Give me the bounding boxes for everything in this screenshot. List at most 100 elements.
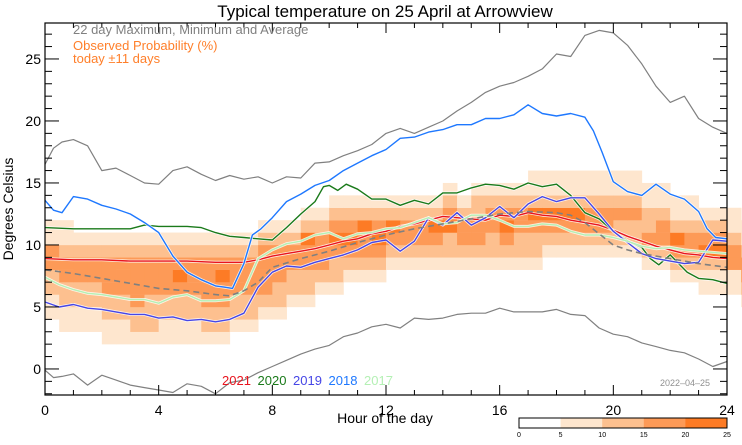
axes: 0 4 8 12 16 20 24 0 5 10 15 20 25 (25, 22, 735, 418)
heatmap-cell (513, 257, 529, 270)
heatmap-cell (258, 294, 273, 308)
heatmap-cell (343, 257, 358, 270)
heatmap-cell (428, 232, 444, 246)
series-line-2021 (44, 211, 728, 263)
heatmap-cell (130, 331, 145, 345)
heatmap-cell (712, 257, 728, 270)
heatmap-cell (371, 257, 387, 270)
heatmap-cell (400, 207, 415, 221)
series-line-2019 (44, 195, 728, 323)
heatmap-cell (386, 207, 401, 221)
heatmap-cell (655, 182, 671, 208)
heatmap-cell (613, 207, 628, 221)
heatmap-cell (357, 220, 373, 233)
heatmap-cell (357, 257, 373, 270)
heatmap-cell (130, 306, 145, 332)
series-line-2018 (44, 104, 728, 290)
colorbar-swatch (602, 418, 645, 428)
heatmap-cell (172, 244, 188, 258)
heatmap-cell (471, 232, 486, 246)
heatmap-cell (343, 207, 358, 221)
heatmap-cell (314, 220, 330, 233)
heatmap-cell (414, 220, 430, 246)
heatmap-cell (59, 220, 74, 246)
heatmap-cell (414, 257, 430, 270)
heatmap-cell (442, 195, 458, 208)
heatmap-cell (201, 244, 216, 258)
heatmap-cell (116, 232, 131, 246)
heatmap-cell (172, 319, 188, 345)
heatmap-cell (371, 244, 387, 258)
x-axis-title: Hour of the day (337, 410, 433, 426)
heatmap-cell (357, 269, 373, 283)
heatmap-cell (158, 257, 174, 295)
x-tick-label: 8 (268, 402, 276, 418)
heatmap-cell (712, 220, 728, 233)
y-tick-label: 0 (33, 361, 41, 377)
heatmap-cell (172, 282, 188, 295)
heatmap-cell (329, 207, 344, 221)
heatmap-cell (627, 170, 643, 196)
heatmap-cell (144, 331, 160, 345)
heatmap-cell (116, 244, 131, 258)
heatmap-cell (428, 244, 444, 258)
heatmap-cell (570, 232, 586, 246)
heatmap-cell (513, 195, 529, 208)
heatmap-cell (442, 257, 458, 270)
colorbar-swatch (560, 418, 603, 428)
x-tick-label: 24 (719, 402, 735, 418)
heatmap-cell (457, 232, 472, 246)
heatmap-cell (499, 244, 515, 258)
heatmap-cell (130, 232, 145, 246)
heatmap-cell (300, 294, 316, 308)
colorbar-tick-label: 10 (598, 432, 606, 439)
colorbar-swatch (643, 418, 686, 428)
heatmap-cell (243, 269, 259, 295)
heatmap-cell (73, 282, 89, 308)
heatmap-cell (101, 282, 117, 295)
heatmap-cell (684, 232, 699, 246)
heatmap-cell (73, 232, 89, 246)
heatmap-cell (144, 244, 160, 258)
heatmap-cell (599, 244, 614, 258)
heatmap-cell (499, 257, 515, 270)
legend-item-2019: 2019 (293, 373, 322, 388)
probability-heatmap (45, 170, 742, 345)
heatmap-cell (144, 232, 160, 246)
heatmap-cell (485, 195, 501, 208)
heatmap-cell (485, 244, 501, 258)
heatmap-cell (329, 257, 344, 283)
heatmap-cell (485, 232, 501, 246)
heatmap-cell (215, 244, 231, 258)
heatmap-cell (87, 257, 103, 283)
colorbar-tick-label: 20 (682, 432, 690, 439)
heatmap-cell (641, 182, 657, 208)
y-tick-label: 25 (25, 51, 41, 67)
heatmap-cell (59, 306, 74, 332)
heatmap-cell (187, 282, 202, 295)
heatmap-cell (670, 232, 685, 246)
legend-item-2018: 2018 (329, 373, 358, 388)
heatmap-cell (528, 170, 543, 196)
heatmap-cell (542, 220, 557, 233)
heatmap-cell (457, 257, 472, 270)
heatmap-cell (229, 244, 245, 258)
legend-item-2020: 2020 (258, 373, 287, 388)
heatmap-cell (584, 195, 600, 208)
heatmap-cell (329, 195, 344, 208)
heatmap-cell (613, 244, 628, 258)
heatmap-cell (258, 306, 273, 320)
heatmap-cell (698, 257, 714, 270)
heatmap-cell (243, 294, 259, 320)
annotation-date-window: today ±11 days (73, 51, 161, 66)
heatmap-cell (130, 244, 145, 258)
heatmap-cell (87, 244, 103, 258)
heatmap-cell (542, 244, 557, 258)
heatmap-cell (101, 232, 117, 246)
heatmap-cell (314, 207, 330, 221)
heatmap-cell (670, 195, 685, 221)
heatmap-cell (329, 220, 344, 233)
heatmap-cell (329, 282, 344, 295)
heatmap-cell (172, 232, 188, 246)
heatmap-cell (187, 244, 202, 258)
